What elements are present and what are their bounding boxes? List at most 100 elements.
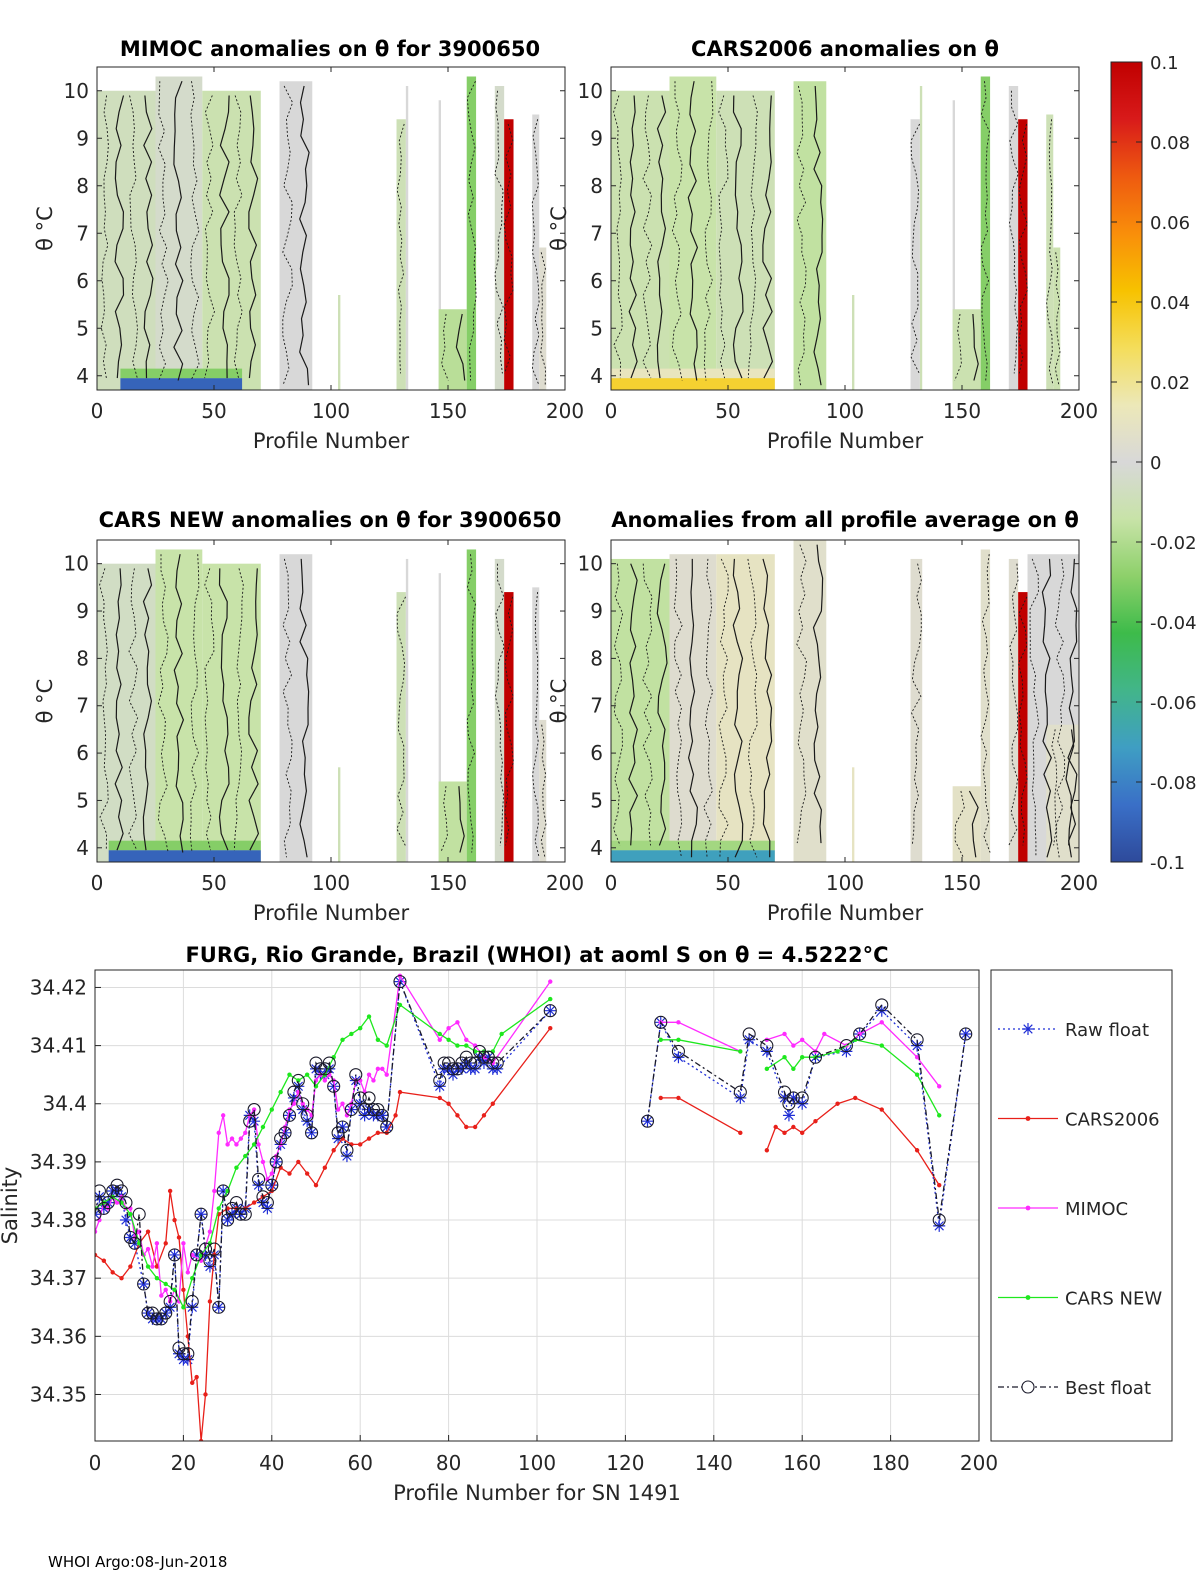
anomaly-band bbox=[279, 554, 313, 862]
data-point bbox=[102, 1196, 115, 1209]
data-point bbox=[198, 1242, 213, 1256]
legend-entry: Raw float bbox=[998, 1020, 1149, 1041]
y-tick-label: 7 bbox=[590, 694, 603, 718]
data-point bbox=[671, 1044, 685, 1058]
data-point bbox=[296, 1159, 301, 1165]
data-point bbox=[207, 1229, 213, 1234]
y-tick-label: 4 bbox=[590, 364, 603, 388]
y-axis-label: θ °C bbox=[33, 679, 57, 724]
contour-line bbox=[1041, 558, 1053, 858]
data-point bbox=[212, 1188, 217, 1194]
data-point bbox=[800, 1037, 805, 1042]
y-tick-label: 10 bbox=[578, 79, 603, 103]
legend-label: CARS NEW bbox=[1065, 1289, 1162, 1310]
data-point bbox=[119, 1196, 133, 1210]
contour-line bbox=[1046, 119, 1054, 386]
contour-line bbox=[687, 558, 699, 858]
anomaly-band bbox=[952, 786, 981, 862]
data-point bbox=[362, 1091, 376, 1105]
data-point bbox=[932, 1213, 946, 1227]
data-point bbox=[256, 1142, 261, 1147]
data-point bbox=[95, 1184, 106, 1198]
x-tick-label: 120 bbox=[606, 1451, 644, 1475]
x-tick-label: 100 bbox=[826, 871, 864, 895]
contour-line bbox=[1051, 729, 1058, 846]
colorbar-tick-label: -0.04 bbox=[1150, 613, 1197, 634]
colorbar-tick-label: -0.02 bbox=[1150, 533, 1197, 554]
data-point bbox=[195, 1208, 208, 1221]
y-tick-label: 8 bbox=[76, 174, 89, 198]
anomaly-band bbox=[611, 558, 670, 862]
contour-line bbox=[910, 123, 921, 374]
panel-title: Anomalies from all profile average on θ bbox=[611, 508, 1079, 532]
anomaly-band bbox=[438, 573, 441, 862]
anomaly-band bbox=[438, 100, 441, 390]
data-point bbox=[375, 1066, 381, 1072]
anomaly-band bbox=[910, 558, 923, 862]
data-point bbox=[154, 1241, 160, 1246]
contour-line bbox=[128, 568, 139, 851]
data-point bbox=[937, 1084, 942, 1089]
contour-line bbox=[980, 81, 990, 381]
contour-line bbox=[494, 563, 505, 846]
data-point bbox=[914, 1148, 920, 1153]
data-point bbox=[548, 996, 553, 1002]
legend-entry: MIMOC bbox=[998, 1199, 1128, 1220]
data-point bbox=[349, 1068, 363, 1082]
x-tick-label: 200 bbox=[546, 399, 584, 423]
series-line bbox=[646, 1003, 967, 1221]
data-point bbox=[163, 1287, 168, 1293]
data-point bbox=[132, 1207, 146, 1221]
data-point bbox=[251, 1172, 266, 1186]
panel-title: CARS2006 anomalies on θ bbox=[691, 37, 999, 61]
series-layer bbox=[95, 973, 973, 1441]
contour-line bbox=[762, 95, 774, 379]
data-point bbox=[101, 1258, 107, 1263]
bottom-anomaly-strip bbox=[611, 850, 775, 862]
contour-line bbox=[157, 554, 169, 853]
y-tick-label: 6 bbox=[76, 269, 89, 293]
contour-line bbox=[1067, 558, 1078, 858]
data-point bbox=[190, 1275, 195, 1281]
anomaly-band bbox=[504, 592, 514, 862]
data-point bbox=[393, 1113, 398, 1118]
data-point bbox=[278, 1126, 292, 1140]
data-point bbox=[375, 1108, 389, 1122]
contour-line bbox=[628, 95, 638, 379]
colorbar-tick-label: 0.06 bbox=[1150, 213, 1190, 234]
data-point bbox=[344, 1103, 358, 1117]
anomaly-band bbox=[980, 76, 991, 390]
data-point bbox=[260, 1124, 266, 1130]
data-point bbox=[393, 975, 407, 989]
data-point bbox=[336, 1121, 349, 1133]
data-point bbox=[548, 979, 553, 984]
contour-line bbox=[282, 558, 293, 858]
data-point bbox=[764, 1066, 770, 1072]
data-point bbox=[822, 1031, 827, 1037]
data-point bbox=[340, 1143, 354, 1157]
data-point bbox=[835, 1101, 840, 1106]
data-point bbox=[366, 1136, 372, 1141]
contour-line bbox=[673, 558, 683, 858]
y-tick-label: 6 bbox=[76, 741, 89, 765]
data-point bbox=[384, 1072, 389, 1077]
data-point bbox=[248, 1115, 261, 1128]
legend-label: Raw float bbox=[1065, 1020, 1149, 1041]
data-point bbox=[287, 1072, 292, 1077]
contour-line bbox=[910, 563, 922, 846]
x-tick-label: 100 bbox=[518, 1451, 556, 1475]
contour-line bbox=[455, 313, 466, 381]
data-point bbox=[371, 1078, 376, 1083]
legend-entry: CARS NEW bbox=[998, 1289, 1162, 1310]
y-tick-label: 5 bbox=[76, 788, 89, 812]
data-point bbox=[959, 1027, 973, 1041]
y-axis-label: θ °C bbox=[547, 679, 571, 724]
x-tick-label: 0 bbox=[605, 871, 618, 895]
data-point bbox=[764, 1148, 770, 1153]
data-point bbox=[464, 1056, 478, 1070]
anomaly-band bbox=[494, 86, 505, 390]
contour-line bbox=[796, 85, 807, 386]
contour-line bbox=[718, 558, 729, 858]
data-point bbox=[212, 1300, 226, 1314]
